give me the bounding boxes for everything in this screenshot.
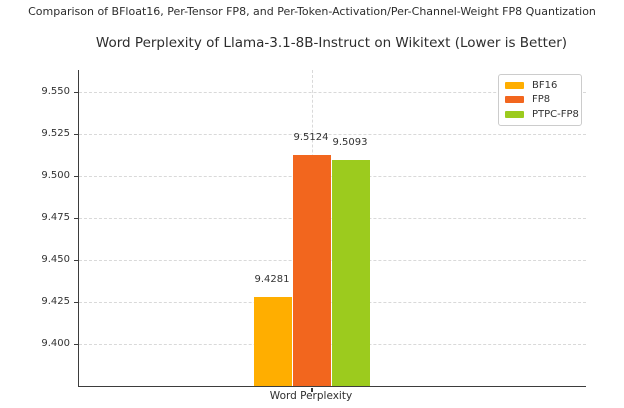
figure-suptitle: Comparison of BFloat16, Per-Tensor FP8, … [28, 5, 596, 18]
y-gridline [79, 133, 586, 135]
y-tick-mark [74, 301, 78, 304]
legend-item-fp8: FP8 [505, 93, 575, 108]
y-tick-mark [74, 217, 78, 220]
plot-area [78, 70, 586, 387]
y-tick-label: 9.425 [41, 296, 70, 308]
y-tick-mark [74, 343, 78, 346]
x-tick-label: Word Perplexity [269, 390, 353, 402]
y-tick-label: 9.400 [41, 338, 70, 350]
legend-item-bf16: BF16 [505, 78, 575, 93]
chart-title: Word Perplexity of Llama-3.1-8B-Instruct… [95, 35, 568, 51]
y-tick-mark [74, 91, 78, 94]
y-tick-mark [74, 175, 78, 178]
legend-label-ptpc-fp8: PTPC-FP8 [532, 108, 579, 120]
y-tick-label: 9.550 [41, 86, 70, 98]
y-tick-mark [74, 133, 78, 136]
legend: BF16 FP8 PTPC-FP8 [498, 74, 582, 126]
bar-fp8 [293, 155, 331, 386]
value-label-ptpc-fp8: 9.5093 [332, 137, 368, 149]
y-tick-label: 9.475 [41, 212, 70, 224]
y-tick-label: 9.450 [41, 254, 70, 266]
legend-swatch-ptpc-fp8 [505, 110, 524, 118]
bar-ptpc-fp8 [332, 160, 370, 386]
y-tick-label: 9.500 [41, 170, 70, 182]
legend-swatch-bf16 [505, 81, 524, 89]
y-tick-mark [74, 259, 78, 262]
legend-item-ptpc-fp8: PTPC-FP8 [505, 107, 579, 122]
legend-swatch-fp8 [505, 96, 524, 104]
legend-label-bf16: BF16 [532, 79, 558, 91]
value-label-fp8: 9.5124 [293, 132, 329, 144]
y-gridline [79, 91, 586, 93]
legend-label-fp8: FP8 [532, 94, 551, 106]
x-tick-mark [311, 387, 313, 392]
y-tick-label: 9.525 [41, 128, 70, 140]
value-label-bf16: 9.4281 [254, 273, 290, 285]
bar-bf16 [254, 296, 292, 386]
